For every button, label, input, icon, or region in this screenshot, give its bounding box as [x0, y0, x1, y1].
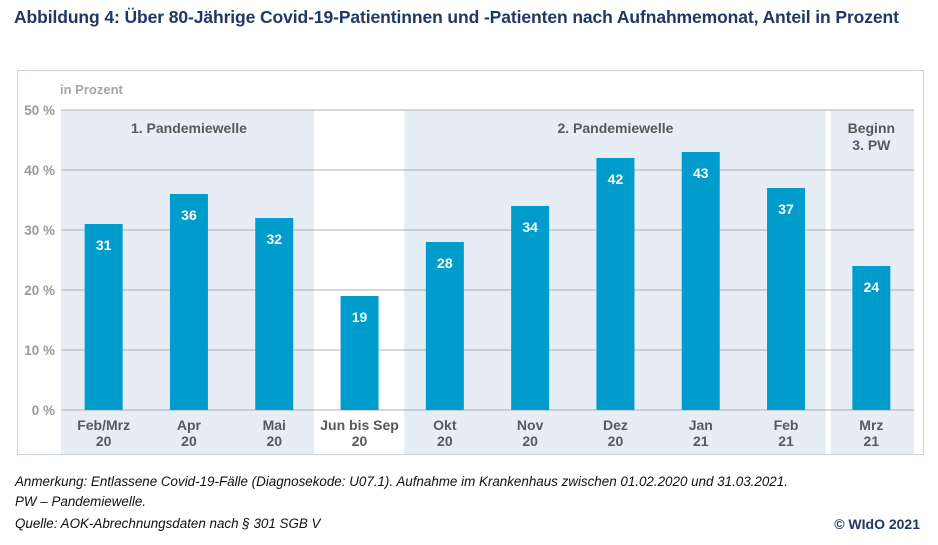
y-tick-label: 50 %: [24, 103, 55, 118]
wave-annotation-line: Beginn: [848, 120, 895, 136]
x-tick-label-line: 20: [266, 433, 282, 449]
x-tick-label-line: Nov: [517, 417, 544, 433]
x-tick-label: Dez 20: [603, 417, 628, 449]
bar: [852, 266, 891, 410]
data-label: 34: [522, 219, 538, 235]
data-label: 24: [864, 279, 880, 295]
x-tick-label-line: Okt: [433, 417, 457, 433]
bar: [169, 194, 208, 410]
wave-annotation: 1. Pandemiewelle: [131, 120, 247, 136]
x-tick-label-line: Jun bis Sep: [320, 417, 399, 433]
bar: [511, 206, 550, 410]
x-tick-label-line: 20: [437, 433, 453, 449]
data-labels: 31 36 32 19 28 34 42 43 37 24: [96, 165, 879, 325]
x-tick-label: Jan 21: [689, 417, 713, 449]
x-tick-label: Jun bis Sep 20: [320, 417, 399, 449]
x-tick-label-line: 20: [352, 433, 368, 449]
x-tick-label-line: 20: [181, 433, 197, 449]
wave-annotation: Beginn 3. PW: [848, 120, 895, 153]
data-label: 36: [181, 207, 197, 223]
data-label: 42: [608, 171, 624, 187]
x-tick-label: Apr 20: [177, 417, 202, 449]
bar: [340, 296, 379, 410]
data-label: 32: [266, 231, 282, 247]
x-tick-label: Mai 20: [263, 417, 286, 449]
y-axis-ticks: 0 % 10 % 20 % 30 % 40 % 50 %: [24, 103, 55, 418]
y-tick-label: 20 %: [24, 283, 55, 298]
x-tick-label-line: 20: [522, 433, 538, 449]
wave-annotation-line: 2. Pandemiewelle: [557, 120, 673, 136]
data-label: 19: [352, 309, 368, 325]
x-tick-label-line: Dez: [603, 417, 628, 433]
bar: [681, 152, 720, 410]
wave-annotation-line: 3. PW: [852, 137, 891, 153]
y-tick-label: 40 %: [24, 163, 55, 178]
chart-title: Abbildung 4: Über 80-Jährige Covid-19-Pa…: [14, 7, 899, 27]
bar: [255, 218, 294, 410]
x-tick-label: Nov 20: [517, 417, 544, 449]
data-label: 43: [693, 165, 709, 181]
x-tick-label-line: Mai: [263, 417, 286, 433]
copyright: © WIdO 2021: [834, 516, 920, 532]
x-tick-label-line: Feb: [774, 417, 799, 433]
y-axis-label: in Prozent: [60, 82, 124, 97]
x-tick-label-line: Feb/Mrz: [77, 417, 130, 433]
footnote-annotation: Anmerkung: Entlassene Covid-19-Fälle (Di…: [15, 474, 788, 489]
wave-annotation: 2. Pandemiewelle: [557, 120, 673, 136]
x-tick-label: Okt 20: [433, 417, 457, 449]
y-tick-label: 10 %: [24, 343, 55, 358]
bars: [84, 152, 891, 410]
data-label: 31: [96, 237, 112, 253]
x-tick-label: Feb/Mrz 20: [77, 417, 130, 449]
wave-annotation-line: 1. Pandemiewelle: [131, 120, 247, 136]
bar: [84, 224, 123, 410]
x-tick-label-line: Jan: [689, 417, 713, 433]
x-tick-label-line: 20: [96, 433, 112, 449]
x-tick-label-line: 21: [693, 433, 709, 449]
x-tick-label: Feb 21: [774, 417, 799, 449]
wave-annotations: 1. Pandemiewelle 2. Pandemiewelle Beginn 3.…: [131, 120, 895, 153]
bar: [767, 188, 806, 410]
footnote-abbreviation: PW – Pandemiewelle.: [15, 494, 146, 509]
x-tick-label-line: Apr: [177, 417, 202, 433]
x-tick-label-line: 20: [608, 433, 624, 449]
y-tick-label: 0 %: [32, 403, 55, 418]
y-tick-label: 30 %: [24, 223, 55, 238]
bar: [425, 242, 464, 410]
x-tick-label-line: 21: [864, 433, 880, 449]
footnote-source: Quelle: AOK-Abrechnungsdaten nach § 301 …: [15, 516, 321, 531]
x-tick-label-line: 21: [778, 433, 794, 449]
bar: [596, 158, 635, 410]
x-tick-label-line: Mrz: [859, 417, 883, 433]
data-label: 37: [778, 201, 794, 217]
x-tick-label: Mrz 21: [859, 417, 883, 449]
data-label: 28: [437, 255, 453, 271]
